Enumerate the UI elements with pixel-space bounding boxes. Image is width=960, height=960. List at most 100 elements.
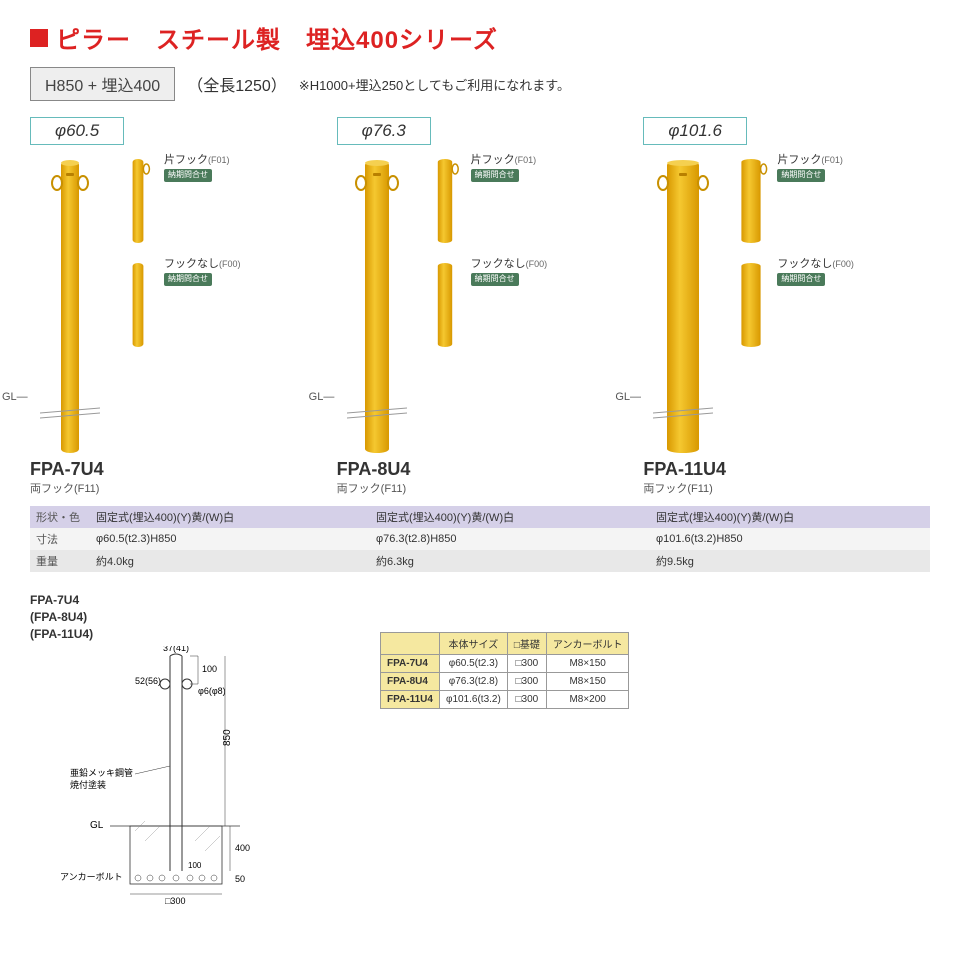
product-2: φ101.6 GL— 片フック(F01) 納期問合せ	[643, 117, 930, 498]
svg-text:400: 400	[235, 843, 250, 853]
variant-label: フックなし(F00) 納期問合せ	[164, 257, 241, 286]
variant-label: 片フック(F01) 納期問合せ	[164, 153, 230, 182]
model-number: FPA-8U4	[337, 459, 624, 480]
spec-cell: 約4.0kg	[90, 550, 370, 572]
spec-cell: 固定式(埋込400)(Y)黄/(W)白	[650, 506, 930, 528]
spec-cell: φ60.5(t2.3)H850	[90, 528, 370, 550]
product-1: φ76.3 GL— 片フック(F01) 納期問合せ	[337, 117, 624, 498]
size-cell: M8×150	[546, 655, 629, 673]
size-cell: □300	[507, 655, 546, 673]
main-pillar-image: GL—	[643, 153, 723, 453]
variant-single-hook: 片フック(F01) 納期問合せ	[425, 153, 548, 243]
diagram-model-3: (FPA-11U4)	[30, 626, 350, 643]
spec-cell: φ76.3(t2.8)H850	[370, 528, 650, 550]
spec-row-dim: 寸法φ60.5(t2.3)H850φ76.3(t2.8)H850φ101.6(t…	[30, 528, 930, 550]
inquiry-badge: 納期問合せ	[471, 273, 519, 285]
size-table-header: 本体サイズ□基礎アンカーボルト	[381, 633, 629, 655]
diameter-box: φ101.6	[643, 117, 747, 145]
ground-line-icon	[347, 403, 407, 423]
svg-text:亜鉛メッキ鋼管: 亜鉛メッキ鋼管	[70, 767, 133, 778]
gl-marker: GL—	[615, 391, 641, 403]
spec-label: 重量	[30, 550, 90, 572]
diagram-model-2: (FPA-8U4)	[30, 609, 350, 626]
bottom-section: FPA-7U4 (FPA-8U4) (FPA-11U4) 37(41) 52(5…	[30, 592, 930, 911]
variant-no-hook: フックなし(F00) 納期問合せ	[118, 257, 241, 347]
diagram-model-list: FPA-7U4 (FPA-8U4) (FPA-11U4)	[30, 592, 350, 642]
variant-label: 片フック(F01) 納期問合せ	[471, 153, 537, 182]
svg-text:GL: GL	[90, 820, 104, 831]
variant-no-hook: フックなし(F00) 納期問合せ	[425, 257, 548, 347]
inquiry-badge: 納期問合せ	[164, 273, 212, 285]
spec-cell: 固定式(埋込400)(Y)黄/(W)白	[90, 506, 370, 528]
variant-label: フックなし(F00) 納期問合せ	[471, 257, 548, 286]
spec-label: 形状・色	[30, 506, 90, 528]
ground-line-icon	[653, 403, 713, 423]
inquiry-badge: 納期問合せ	[777, 273, 825, 285]
hook-type: 両フック(F11)	[337, 480, 624, 496]
spec-table: 形状・色固定式(埋込400)(Y)黄/(W)白固定式(埋込400)(Y)黄/(W…	[30, 506, 930, 572]
size-cell: M8×150	[546, 673, 629, 691]
main-pillar-image: GL—	[337, 153, 417, 453]
spec-row-weight: 重量約4.0kg約6.3kg約9.5kg	[30, 550, 930, 572]
size-model: FPA-8U4	[381, 673, 440, 691]
size-cell: φ60.5(t2.3)	[439, 655, 507, 673]
size-th: 本体サイズ	[439, 633, 507, 655]
hook-type: 両フック(F11)	[30, 480, 317, 496]
products-row: φ60.5 GL— 片フック(F01) 納期問合せ	[30, 117, 930, 498]
size-cell: φ76.3(t2.8)	[439, 673, 507, 691]
svg-text:アンカーボルト: アンカーボルト	[60, 872, 123, 882]
inquiry-badge: 納期問合せ	[164, 169, 212, 181]
size-th: □基礎	[507, 633, 546, 655]
product-0: φ60.5 GL— 片フック(F01) 納期問合せ	[30, 117, 317, 498]
spec-row-shape: 形状・色固定式(埋込400)(Y)黄/(W)白固定式(埋込400)(Y)黄/(W…	[30, 506, 930, 528]
model-number: FPA-11U4	[643, 459, 930, 480]
spec-label: 寸法	[30, 528, 90, 550]
size-row: FPA-8U4φ76.3(t2.8)□300M8×150	[381, 673, 629, 691]
spec-cell: 約6.3kg	[370, 550, 650, 572]
variant-single-hook: 片フック(F01) 納期問合せ	[118, 153, 241, 243]
spec-cell: 約9.5kg	[650, 550, 930, 572]
variant-label: 片フック(F01) 納期問合せ	[777, 153, 843, 182]
svg-text:50: 50	[235, 874, 245, 884]
variant-single-hook: 片フック(F01) 納期問合せ	[731, 153, 854, 243]
size-th	[381, 633, 440, 655]
title-bar: ピラー スチール製 埋込400シリーズ	[30, 20, 930, 55]
inquiry-badge: 納期問合せ	[777, 169, 825, 181]
svg-text:850: 850	[222, 729, 233, 746]
size-model: FPA-7U4	[381, 655, 440, 673]
diagram-model-1: FPA-7U4	[30, 592, 350, 609]
size-cell: □300	[507, 673, 546, 691]
variant-img	[118, 257, 158, 347]
variant-no-hook: フックなし(F00) 納期問合せ	[731, 257, 854, 347]
size-row: FPA-7U4φ60.5(t2.3)□300M8×150	[381, 655, 629, 673]
height-spec-box: H850 + 埋込400	[30, 67, 175, 101]
svg-text:37(41): 37(41)	[163, 646, 189, 653]
variant-label: フックなし(F00) 納期問合せ	[777, 257, 854, 286]
subtitle-row: H850 + 埋込400 （全長1250） ※H1000+埋込250としてもご利…	[30, 67, 930, 101]
title-square-icon	[30, 29, 48, 47]
size-cell: M8×200	[546, 691, 629, 709]
spec-cell: 固定式(埋込400)(Y)黄/(W)白	[370, 506, 650, 528]
size-cell: □300	[507, 691, 546, 709]
svg-text:100: 100	[202, 664, 217, 674]
page-title: ピラー スチール製 埋込400シリーズ	[56, 20, 498, 55]
hook-type: 両フック(F11)	[643, 480, 930, 496]
variant-img	[425, 257, 465, 347]
model-number: FPA-7U4	[30, 459, 317, 480]
usage-note: ※H1000+埋込250としてもご利用になれます。	[299, 75, 570, 94]
svg-text:100: 100	[188, 861, 202, 870]
ground-line-icon	[40, 403, 100, 423]
technical-diagram: FPA-7U4 (FPA-8U4) (FPA-11U4) 37(41) 52(5…	[30, 592, 350, 911]
variant-img	[118, 153, 158, 243]
size-th: アンカーボルト	[546, 633, 629, 655]
total-length: （全長1250）	[187, 72, 287, 96]
size-table: 本体サイズ□基礎アンカーボルトFPA-7U4φ60.5(t2.3)□300M8×…	[380, 632, 629, 709]
diameter-box: φ76.3	[337, 117, 431, 145]
variant-img	[425, 153, 465, 243]
variant-img	[731, 153, 771, 243]
gl-marker: GL—	[309, 391, 335, 403]
svg-text:焼付塗装: 焼付塗装	[70, 779, 106, 790]
variant-img	[731, 257, 771, 347]
inquiry-badge: 納期問合せ	[471, 169, 519, 181]
svg-text:□300: □300	[165, 896, 185, 906]
